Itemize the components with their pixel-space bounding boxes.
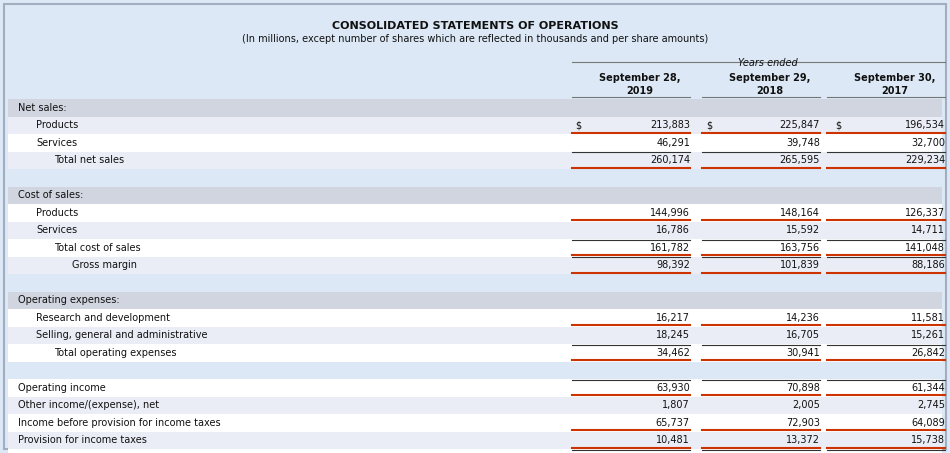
Text: 61,344: 61,344 [911, 383, 945, 393]
Text: 229,234: 229,234 [904, 155, 945, 165]
Text: 65,737: 65,737 [656, 418, 690, 428]
Text: 2,005: 2,005 [792, 400, 820, 410]
Text: 11,581: 11,581 [911, 313, 945, 323]
Text: (In millions, except number of shares which are reflected in thousands and per s: (In millions, except number of shares wh… [242, 34, 708, 44]
Text: Gross margin: Gross margin [72, 260, 137, 270]
Bar [8, 116, 942, 134]
Text: 2,745: 2,745 [917, 400, 945, 410]
Text: 46,291: 46,291 [656, 138, 690, 148]
Text: Total operating expenses: Total operating expenses [54, 348, 177, 358]
Text: 225,847: 225,847 [780, 120, 820, 130]
Text: 16,217: 16,217 [656, 313, 690, 323]
Text: Other income/(expense), net: Other income/(expense), net [18, 400, 160, 410]
Text: Total cost of sales: Total cost of sales [54, 243, 141, 253]
Text: 161,782: 161,782 [650, 243, 690, 253]
Bar [8, 274, 942, 291]
Bar [8, 99, 942, 116]
Text: Cost of sales:: Cost of sales: [18, 190, 84, 200]
Bar [8, 449, 942, 453]
Text: Products: Products [36, 120, 78, 130]
Text: 15,261: 15,261 [911, 330, 945, 340]
Text: Provision for income taxes: Provision for income taxes [18, 435, 147, 445]
Text: 260,174: 260,174 [650, 155, 690, 165]
Bar [8, 169, 942, 187]
Text: CONSOLIDATED STATEMENTS OF OPERATIONS: CONSOLIDATED STATEMENTS OF OPERATIONS [332, 21, 618, 31]
Text: 13,372: 13,372 [786, 435, 820, 445]
Bar [8, 291, 942, 309]
Text: 213,883: 213,883 [650, 120, 690, 130]
Text: Years ended: Years ended [737, 58, 797, 68]
Text: 26,842: 26,842 [911, 348, 945, 358]
Text: 101,839: 101,839 [780, 260, 820, 270]
Text: 63,930: 63,930 [656, 383, 690, 393]
Text: September 28,
2019: September 28, 2019 [599, 73, 681, 96]
Bar [8, 361, 942, 379]
Text: September 29,
2018: September 29, 2018 [730, 73, 810, 96]
Text: $: $ [706, 120, 712, 130]
Text: 15,738: 15,738 [911, 435, 945, 445]
Text: 148,164: 148,164 [780, 208, 820, 218]
Text: Selling, general and administrative: Selling, general and administrative [36, 330, 207, 340]
Bar [8, 256, 942, 274]
Text: 15,592: 15,592 [786, 225, 820, 235]
Text: Total net sales: Total net sales [54, 155, 124, 165]
Bar [8, 187, 942, 204]
Text: 64,089: 64,089 [911, 418, 945, 428]
Text: Research and development: Research and development [36, 313, 170, 323]
Bar [8, 414, 942, 432]
Text: Operating expenses:: Operating expenses: [18, 295, 120, 305]
Text: 39,748: 39,748 [787, 138, 820, 148]
Text: 34,462: 34,462 [656, 348, 690, 358]
Bar [8, 239, 942, 256]
Text: 196,534: 196,534 [905, 120, 945, 130]
Text: $: $ [835, 120, 841, 130]
Text: 32,700: 32,700 [911, 138, 945, 148]
Bar [8, 396, 942, 414]
Bar [8, 309, 942, 327]
Text: 18,245: 18,245 [656, 330, 690, 340]
Bar [8, 344, 942, 361]
Text: 70,898: 70,898 [787, 383, 820, 393]
Text: 1,807: 1,807 [662, 400, 690, 410]
Text: 88,186: 88,186 [911, 260, 945, 270]
Text: 72,903: 72,903 [786, 418, 820, 428]
Bar [8, 204, 942, 222]
Text: 30,941: 30,941 [787, 348, 820, 358]
Text: Services: Services [36, 138, 77, 148]
Text: 144,996: 144,996 [650, 208, 690, 218]
Text: Income before provision for income taxes: Income before provision for income taxes [18, 418, 220, 428]
Text: 126,337: 126,337 [904, 208, 945, 218]
Text: 16,705: 16,705 [786, 330, 820, 340]
Text: 16,786: 16,786 [656, 225, 690, 235]
Text: 10,481: 10,481 [656, 435, 690, 445]
Text: 14,711: 14,711 [911, 225, 945, 235]
Bar [8, 327, 942, 344]
Text: Net sales:: Net sales: [18, 103, 66, 113]
Bar [8, 134, 942, 151]
Bar [8, 379, 942, 396]
Text: September 30,
2017: September 30, 2017 [854, 73, 936, 96]
Text: 163,756: 163,756 [780, 243, 820, 253]
Text: $: $ [575, 120, 581, 130]
Text: Operating income: Operating income [18, 383, 105, 393]
Text: Products: Products [36, 208, 78, 218]
Bar [8, 432, 942, 449]
Bar [8, 151, 942, 169]
Text: 98,392: 98,392 [656, 260, 690, 270]
Text: 265,595: 265,595 [780, 155, 820, 165]
Bar [8, 222, 942, 239]
Text: 141,048: 141,048 [905, 243, 945, 253]
Text: Services: Services [36, 225, 77, 235]
Text: 14,236: 14,236 [787, 313, 820, 323]
